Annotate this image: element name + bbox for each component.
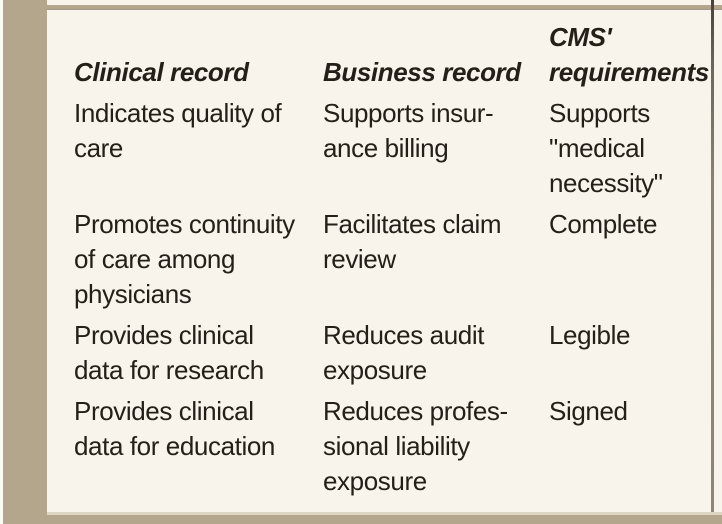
header-clinical-record: Clinical record [74, 57, 249, 87]
header-business-record: Business record [323, 57, 521, 87]
cell-clinical-row2: Promotes continuity of care among physic… [74, 209, 295, 309]
cell-business-row3: Reduces audit exposure [323, 320, 485, 385]
record-comparison-table: Clinical record Business record CMS' req… [74, 20, 712, 499]
cell-business-row2: Facilitates claim review [323, 209, 502, 274]
cell-clinical-row1: Indicates quality of care [74, 98, 282, 163]
cell-clinical-row4: Provides clinical data for education [74, 396, 275, 461]
bottom-margin-band [47, 515, 722, 524]
bottom-light-rule [47, 512, 722, 515]
cell-business-row1: Supports insur- ance billing [323, 98, 494, 163]
cell-business-row4: Reduces profes- sional liability exposur… [323, 396, 508, 496]
page-edge-line [711, 0, 714, 512]
cell-cms-row1: Supports "medical necessity" [549, 98, 663, 198]
cell-cms-row4: Signed [549, 396, 628, 426]
cell-cms-row3: Legible [549, 320, 631, 350]
header-cms-requirements: CMS' requirements [549, 22, 709, 87]
page-left-edge [0, 0, 3, 524]
left-margin-band [3, 0, 47, 524]
cell-clinical-row3: Provides clinical data for research [74, 320, 264, 385]
top-rule [47, 5, 722, 10]
cell-cms-row2: Complete [549, 209, 658, 239]
